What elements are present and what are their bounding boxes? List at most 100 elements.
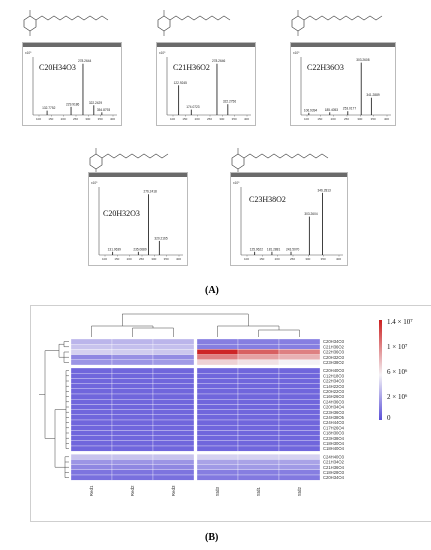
heatmap-cell xyxy=(152,459,195,465)
heatmap-cell xyxy=(237,344,280,350)
peak-label: 278.2646 xyxy=(212,59,226,63)
heatmap-cell xyxy=(237,338,280,345)
heatmap-cell xyxy=(278,469,321,476)
row-label: C23H38O2 xyxy=(323,360,345,365)
heatmap-cell xyxy=(278,454,321,460)
heatmap-cell xyxy=(237,354,280,360)
heatmap-cell xyxy=(111,474,154,481)
legend-label: 1.4 × 10⁷ xyxy=(387,318,413,326)
row-label: C21H36O2 xyxy=(323,344,345,349)
row-label: C23H38O4 xyxy=(323,436,345,441)
peak-label: 229.9186 xyxy=(66,102,80,106)
heatmap-cell xyxy=(111,409,154,415)
peak-label: 174.0723 xyxy=(186,105,200,109)
heatmap-cell xyxy=(278,373,321,379)
peak-label: 131.0639 xyxy=(108,247,122,251)
x-tick-label: 150 xyxy=(259,257,264,261)
row-label: C20H40O3 xyxy=(323,368,345,373)
heatmap-chart: C20H34O3C21H36O2C22H36O3C20H32O3C23H38O2… xyxy=(39,313,413,496)
row-label: C24H40O3 xyxy=(323,454,345,459)
heatmap-cell xyxy=(111,354,154,360)
row-label: C22H36O3 xyxy=(323,350,345,355)
peak-label: 185.4053 xyxy=(325,108,339,112)
row-label: C20H34O3 xyxy=(323,339,345,344)
heatmap-cell xyxy=(196,399,239,405)
heatmap-cell xyxy=(278,338,321,345)
peak-label: 132.7752 xyxy=(42,106,56,110)
heatmap-cell xyxy=(111,435,154,441)
heatmap-cell xyxy=(70,435,113,441)
spectrum-c22h36o3: x10⁵ 100 150 200 250 300 350 400 106.9394 185.405… xyxy=(282,0,400,132)
heatmap-cell xyxy=(196,383,239,389)
row-label: C24H38O5 xyxy=(323,415,345,420)
heatmap-cell xyxy=(152,359,195,366)
heatmap-cell xyxy=(70,445,113,452)
row-label: C21H36O4 xyxy=(323,465,345,470)
heatmap-cell xyxy=(152,454,195,460)
heatmap-cell xyxy=(152,464,195,470)
x-tick-label: 400 xyxy=(176,257,181,261)
formula-label: C22H36O3 xyxy=(307,63,344,72)
row-label: C18H30O4 xyxy=(323,441,345,446)
heatmap-cell xyxy=(111,399,154,405)
spectrum-c20h34o3: x10⁵ 100 150 200 250 300 350 400 132.7752 229.918… xyxy=(14,0,124,132)
column-label: Std1 xyxy=(256,486,261,496)
heatmap-cell xyxy=(70,459,113,465)
heatmap-cell xyxy=(70,414,113,421)
heatmap-cell xyxy=(237,414,280,421)
x-tick-label: 400 xyxy=(336,257,341,261)
heatmap-cell xyxy=(111,378,154,384)
heatmap-cell xyxy=(152,430,195,436)
heatmap-cell xyxy=(196,474,239,481)
row-label: C12H18O3 xyxy=(323,373,345,378)
spectrum-c21h36o2: x10⁵ 100 150 200 250 300 350 400 122.9245 174.072… xyxy=(148,0,258,132)
row-label: C23H36O3 xyxy=(323,410,345,415)
heatmap-cell xyxy=(111,464,154,470)
heatmap-cell xyxy=(237,359,280,366)
x-tick-label: 250 xyxy=(139,257,144,261)
legend-label: 0 xyxy=(387,414,391,422)
heatmap-cell xyxy=(70,344,113,350)
spectrum-plot: x10⁵ 100 150 200 250 300 350 400 122.9245 174.072… xyxy=(159,51,251,121)
heatmap-cell xyxy=(70,474,113,481)
x-tick-label: 250 xyxy=(290,257,295,261)
molecule-structure-icon xyxy=(23,10,109,36)
heatmap-cell xyxy=(278,474,321,481)
heatmap-cell xyxy=(196,435,239,441)
peak-label: 106.9394 xyxy=(304,108,318,112)
heatmap-cell xyxy=(70,349,113,355)
heatmap-cell xyxy=(196,354,239,360)
heatmap-cell xyxy=(111,383,154,389)
heatmap-cell xyxy=(152,445,195,452)
heatmap-cell xyxy=(196,430,239,436)
heatmap-cell xyxy=(278,388,321,395)
formula-label: C20H34O3 xyxy=(39,63,76,72)
heatmap-cell xyxy=(152,388,195,395)
heatmap-cell xyxy=(111,414,154,421)
heatmap-cell xyxy=(278,409,321,415)
x-tick-label: 150 xyxy=(48,117,53,121)
heatmap-cell xyxy=(196,393,239,400)
heatmap-cell xyxy=(152,354,195,360)
heatmap-cell xyxy=(152,399,195,405)
heatmap-cell xyxy=(278,344,321,350)
formula-label: C20H32O3 xyxy=(103,209,140,218)
x-tick-label: 200 xyxy=(275,257,280,261)
molecule-structure-icon xyxy=(291,10,383,36)
row-label: C17H26O4 xyxy=(323,425,345,430)
peak-label: 303.2604 xyxy=(304,212,318,216)
x-tick-label: 350 xyxy=(321,257,326,261)
heatmap-cell xyxy=(111,430,154,436)
y-scale-label: x10⁵ xyxy=(159,51,166,55)
peak-label: 125.0622 xyxy=(250,247,264,251)
x-tick-label: 200 xyxy=(127,257,132,261)
heatmap-cell xyxy=(237,440,280,447)
row-label: C22H34O3 xyxy=(323,379,345,384)
heatmap-cell xyxy=(152,367,195,374)
heatmap-cell xyxy=(70,388,113,395)
legend-label: 6 × 10⁶ xyxy=(387,368,408,376)
x-tick-label: 300 xyxy=(305,257,310,261)
heatmap-cell xyxy=(70,338,113,345)
peak-label: 341.2889 xyxy=(366,93,380,97)
x-tick-label: 400 xyxy=(384,117,389,121)
